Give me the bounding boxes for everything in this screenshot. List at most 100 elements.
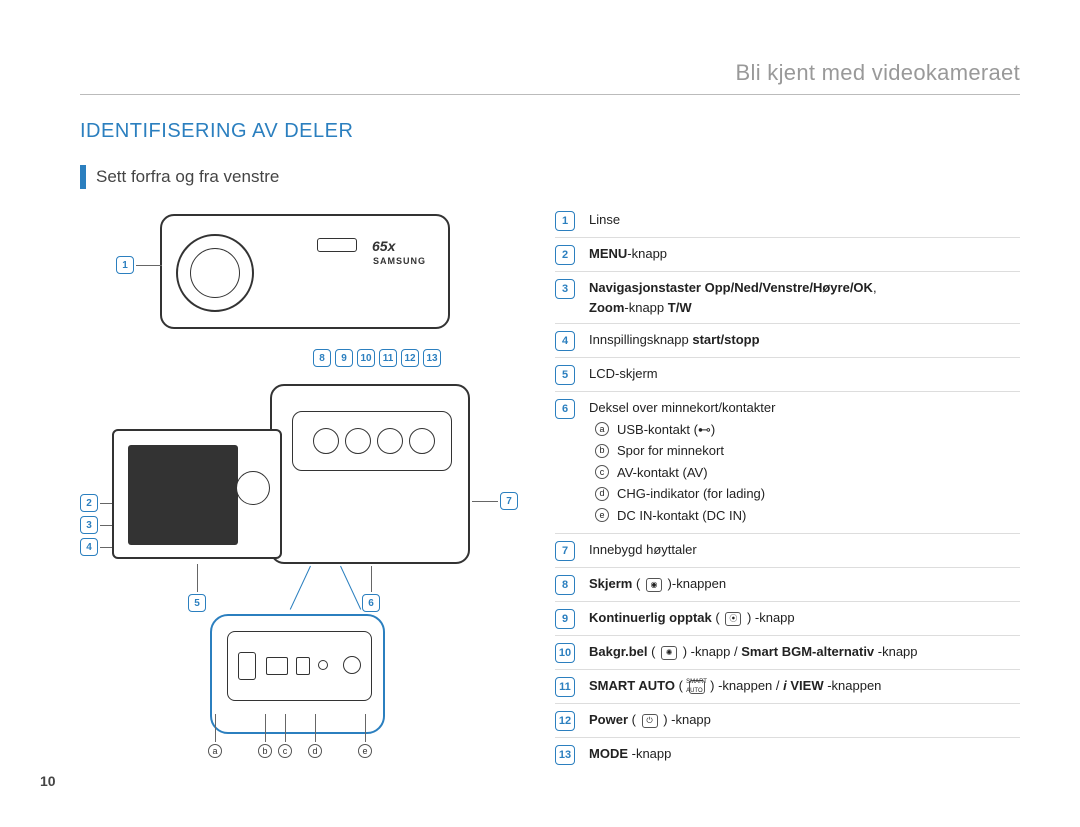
legend-row: 7Innebygd høyttaler bbox=[555, 534, 1020, 568]
legend-text: Innebygd høyttaler bbox=[589, 540, 1020, 560]
legend-row: 12 Power ( ⏻ ) -knapp bbox=[555, 704, 1020, 738]
detail-letter-e: e bbox=[358, 744, 372, 758]
nav-pad-placeholder bbox=[236, 471, 270, 505]
leader-line bbox=[197, 564, 198, 592]
camera-front-placeholder: SAMSUNG 65x bbox=[160, 214, 450, 329]
leader-line bbox=[285, 714, 286, 742]
callout-1: 1 bbox=[116, 256, 134, 274]
detail-letter-d: d bbox=[308, 744, 322, 758]
callout-10: 10 bbox=[357, 349, 375, 367]
leader-line bbox=[365, 714, 366, 742]
badge-placeholder bbox=[317, 238, 357, 252]
port-ph bbox=[296, 657, 310, 675]
detail-inner-placeholder bbox=[227, 631, 372, 701]
legend-text: Linse bbox=[589, 210, 1020, 230]
sub-letter-text: Spor for minnekort bbox=[617, 441, 724, 461]
legend-text: Skjerm ( ◉ )-knappen bbox=[589, 574, 1020, 594]
legend-number-box: 9 bbox=[555, 609, 575, 629]
sub-letter-text: AV-kontakt (AV) bbox=[617, 463, 708, 483]
chapter-title: Bli kjent med videokameraet bbox=[80, 60, 1020, 95]
lcd-screen-placeholder bbox=[128, 445, 238, 545]
legend-row: 8 Skjerm ( ◉ )-knappen bbox=[555, 568, 1020, 602]
detail-letter-c: c bbox=[278, 744, 292, 758]
brand-label: SAMSUNG bbox=[373, 256, 426, 266]
leader-line bbox=[371, 566, 372, 592]
callout-13: 13 bbox=[423, 349, 441, 367]
button-ph bbox=[409, 428, 435, 454]
legend-text: SMART AUTO ( SMARTAUTO ) -knappen / i VI… bbox=[589, 676, 1020, 696]
lens-inner-placeholder bbox=[190, 248, 240, 298]
legend-number-box: 5 bbox=[555, 365, 575, 385]
legend-number-box: 6 bbox=[555, 399, 575, 419]
legend-sublist: a USB-kontakt (⊷)bSpor for minnekort c AV-k… bbox=[589, 420, 1020, 526]
legend-text: Kontinuerlig opptak ( ⦿ ) -knapp bbox=[589, 608, 1020, 628]
camera-side-placeholder bbox=[270, 384, 470, 564]
sub-letter-text: DC IN-kontakt (DC IN) bbox=[617, 506, 746, 526]
legend-number-box: 8 bbox=[555, 575, 575, 595]
legend-row: 4Innspillingsknapp start/stopp bbox=[555, 324, 1020, 358]
leader-line bbox=[265, 714, 266, 742]
legend-row: 1 Linse bbox=[555, 204, 1020, 238]
sub-letter-badge: c bbox=[595, 465, 609, 479]
diagram-area: SAMSUNG 65x 1 8 9 10 11 12 13 bbox=[80, 204, 535, 764]
manual-page: Bli kjent med videokameraet IDENTIFISERI… bbox=[0, 0, 1080, 827]
lcd-open-placeholder bbox=[112, 429, 282, 559]
detail-leader bbox=[290, 566, 311, 610]
legend-row: 10 Bakgr.bel ( ✺ ) -knapp / Smart BGM-alt… bbox=[555, 636, 1020, 670]
legend-text: Bakgr.bel ( ✺ ) -knapp / Smart BGM-alter… bbox=[589, 642, 1020, 662]
legend-number-box: 11 bbox=[555, 677, 575, 697]
content-row: SAMSUNG 65x 1 8 9 10 11 12 13 bbox=[80, 204, 1020, 771]
callout-2: 2 bbox=[80, 494, 98, 512]
callout-6: 6 bbox=[362, 594, 380, 612]
accent-bar bbox=[80, 165, 86, 189]
leader-line bbox=[136, 265, 162, 266]
zoom-label: 65x bbox=[372, 238, 395, 254]
legend-subitem: e DC IN-kontakt (DC IN) bbox=[589, 506, 1020, 526]
legend-text: LCD-skjerm bbox=[589, 364, 1020, 384]
legend-row: 13MODE -knapp bbox=[555, 738, 1020, 771]
legend-row: 3Navigasjonstaster Opp/Ned/Venstre/Høyre… bbox=[555, 272, 1020, 324]
callout-5: 5 bbox=[188, 594, 206, 612]
leader-line bbox=[315, 714, 316, 742]
port-ph bbox=[343, 656, 361, 674]
legend-text: MENU-knapp bbox=[589, 244, 1020, 264]
sub-letter-badge: d bbox=[595, 487, 609, 501]
port-ph bbox=[318, 660, 328, 670]
legend-text: Power ( ⏻ ) -knapp bbox=[589, 710, 1020, 730]
callout-3: 3 bbox=[80, 516, 98, 534]
sub-letter-badge: a bbox=[595, 422, 609, 436]
legend-text: Deksel over minnekort/kontakteraUSB-kont… bbox=[589, 398, 1020, 527]
callout-9: 9 bbox=[335, 349, 353, 367]
button-ph bbox=[377, 428, 403, 454]
button-ph bbox=[313, 428, 339, 454]
legend-row: 5 LCD-skjerm bbox=[555, 358, 1020, 392]
legend-number-box: 2 bbox=[555, 245, 575, 265]
legend-number-box: 1 bbox=[555, 211, 575, 231]
sub-letter-badge: e bbox=[595, 508, 609, 522]
leader-line bbox=[100, 503, 112, 504]
page-number: 10 bbox=[40, 773, 56, 789]
legend-number-box: 12 bbox=[555, 711, 575, 731]
leader-line bbox=[100, 547, 112, 548]
legend-number-box: 10 bbox=[555, 643, 575, 663]
legend-text: MODE -knapp bbox=[589, 744, 1020, 764]
detail-leader bbox=[340, 566, 361, 610]
legend-row: 11 SMART AUTO ( SMARTAUTO ) -knappen / i … bbox=[555, 670, 1020, 704]
legend-subitem: a USB-kontakt (⊷) bbox=[589, 420, 1020, 440]
legend-text: Innspillingsknapp start/stopp bbox=[589, 330, 1020, 350]
detail-letter-a: a bbox=[208, 744, 222, 758]
leader-line bbox=[472, 501, 498, 502]
detail-letter-b: b bbox=[258, 744, 272, 758]
button-ph bbox=[345, 428, 371, 454]
leader-line bbox=[100, 525, 112, 526]
port-ph bbox=[266, 657, 288, 675]
legend-subitem: bSpor for minnekort bbox=[589, 441, 1020, 461]
legend-row: 2 MENU-knapp bbox=[555, 238, 1020, 272]
callout-8: 8 bbox=[313, 349, 331, 367]
port-ph bbox=[238, 652, 256, 680]
callout-11: 11 bbox=[379, 349, 397, 367]
sub-letter-text: CHG-indikator (for lading) bbox=[617, 484, 765, 504]
top-panel-placeholder bbox=[292, 411, 452, 471]
sub-letter-text: USB-kontakt (⊷) bbox=[617, 420, 715, 440]
legend-row: 6 Deksel over minnekort/kontakteraUSB-kon… bbox=[555, 392, 1020, 534]
